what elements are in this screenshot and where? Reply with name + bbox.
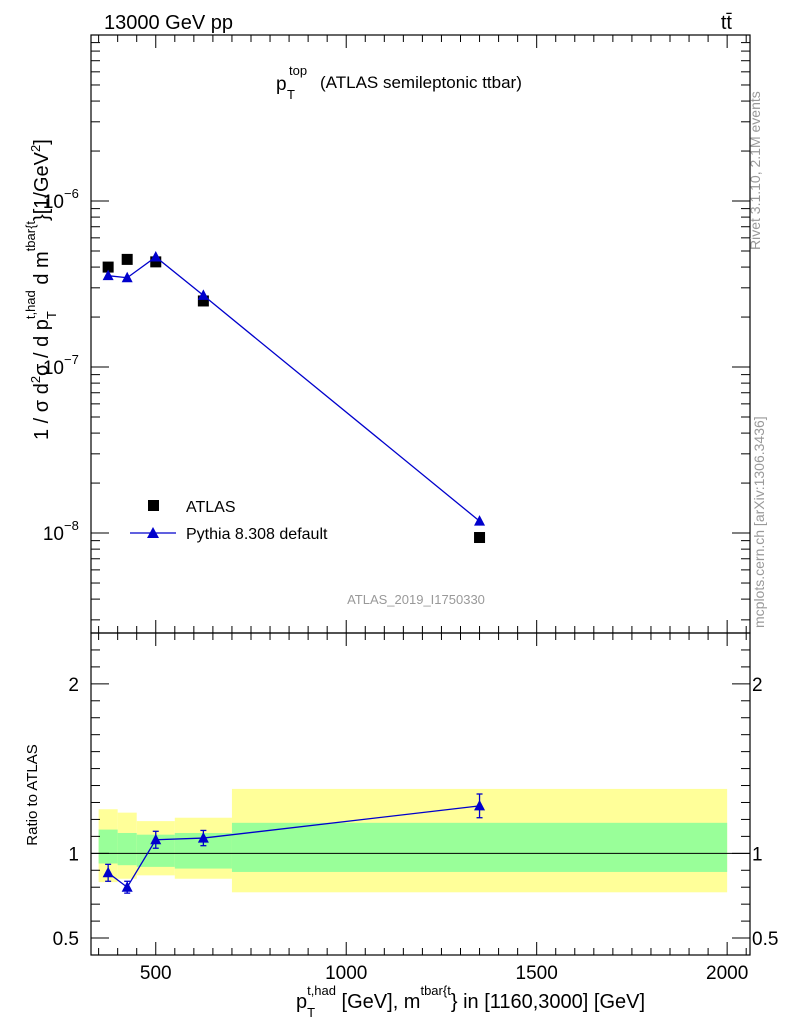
legend: ATLAS Pythia 8.308 default [130, 499, 328, 543]
pythia-point [474, 515, 486, 526]
header-process: 13000 GeV pp [104, 12, 233, 34]
svg-text:p: p [276, 74, 287, 95]
x-axis-label: pTt,had [GeV], mtbar{t} in [1160,3000] [… [296, 983, 645, 1020]
main-title: p T top (ATLAS semileptonic ttbar) [276, 63, 522, 102]
rivet-version-label: Rivet 3.1.10, 2.1M events [747, 91, 763, 250]
main-y-tick-exponent: −8 [64, 518, 79, 533]
ratio-y-tick-label-left: 1 [68, 844, 79, 865]
ratio-point [121, 881, 133, 892]
legend-marker-pythia [147, 527, 159, 538]
legend-label-pythia: Pythia 8.308 default [186, 526, 328, 543]
pythia-point [197, 289, 209, 300]
atlas-point [121, 253, 133, 265]
x-tick-label: 500 [140, 963, 172, 984]
ratio-panel-data [91, 788, 750, 894]
x-tick-label: 1000 [325, 963, 367, 984]
atlas-point [150, 256, 162, 268]
svg-text:pTt,had [GeV], mtbar{t} in [11: pTt,had [GeV], mtbar{t} in [1160,3000] [… [296, 983, 645, 1020]
ratio-band-inner-4 [231, 822, 728, 872]
x-tick-label: 2000 [706, 963, 748, 984]
pythia-point [150, 251, 162, 262]
svg-text:1 / σ d2σ / d pTt,had d mtbar{: 1 / σ d2σ / d pTt,had d mtbar{t}[1/GeV2] [23, 139, 59, 440]
ratio-point [150, 833, 162, 845]
ratio-y-tick-label-left: 2 [68, 675, 79, 696]
svg-text:T: T [287, 87, 295, 102]
main-y-tick-exponent: −6 [64, 186, 79, 201]
atlas-point [197, 295, 209, 307]
ratio-y-tick-label-right: 2 [752, 675, 763, 696]
main-y-tick-label: 10 [43, 192, 64, 213]
x-tick-label: 1500 [516, 963, 558, 984]
ratio-point [102, 866, 114, 878]
ratio-y-tick-label-right: 0.5 [752, 929, 778, 950]
main-panel-data [102, 251, 486, 544]
svg-text:top: top [289, 63, 307, 78]
ratio-band-inner-1 [117, 832, 137, 866]
main-y-tick-label: 10 [43, 358, 64, 379]
legend-marker-atlas [148, 500, 159, 511]
pythia-point [121, 271, 133, 283]
header-final-state: tt̄ [721, 12, 733, 34]
pythia-line [108, 256, 480, 522]
ratio-point [474, 799, 486, 811]
pythia-point [102, 269, 114, 281]
mcplots-label: mcplots.cern.ch [arXiv:1306.3436] [751, 416, 767, 628]
ratio-frame [90, 632, 751, 956]
main-y-axis-label: 1 / σ d2σ / d pTt,had d mtbar{t}[1/GeV2] [23, 139, 59, 440]
main-frame [90, 34, 751, 634]
atlas-point [102, 261, 114, 273]
analysis-id: ATLAS_2019_I1750330 [347, 592, 485, 607]
ratio-y-tick-label-right: 1 [752, 844, 763, 865]
legend-label-atlas: ATLAS [186, 499, 236, 516]
ratio-y-axis-label: Ratio to ATLAS [24, 744, 41, 845]
main-y-tick-exponent: −7 [64, 352, 79, 367]
svg-text:(ATLAS semileptonic ttbar): (ATLAS semileptonic ttbar) [320, 73, 522, 92]
ratio-band-inner-0 [98, 829, 118, 864]
ratio-y-tick-label-left: 0.5 [53, 929, 79, 950]
ratio-point [197, 832, 209, 843]
main-y-tick-label: 10 [43, 524, 64, 545]
atlas-point [474, 532, 486, 544]
